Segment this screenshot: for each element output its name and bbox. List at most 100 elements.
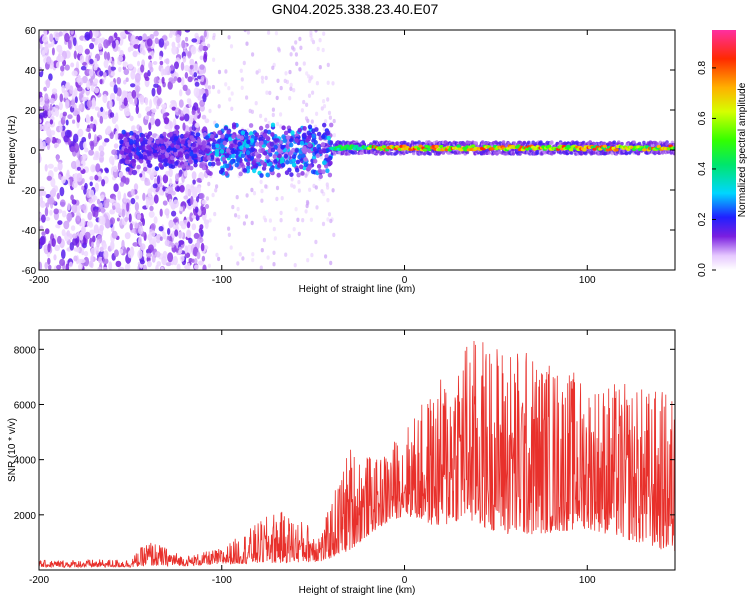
spectrogram-cell bbox=[292, 88, 296, 93]
spectrogram-cell bbox=[281, 134, 286, 140]
spectrogram-cell bbox=[314, 185, 318, 190]
spectrogram-cell bbox=[251, 252, 255, 257]
spectrogram-cell bbox=[215, 143, 220, 149]
colorbar-tick-label: 0.2 bbox=[697, 212, 708, 226]
spectrogram-cell bbox=[262, 215, 266, 220]
spectrogram-cell bbox=[332, 232, 336, 238]
spectrogram-cell bbox=[163, 162, 168, 167]
spectrogram-cell bbox=[248, 123, 254, 128]
spectrogram-cell bbox=[51, 238, 56, 247]
spectrogram-cell bbox=[81, 178, 85, 184]
spectrogram-cell bbox=[276, 172, 281, 178]
spectrogram-cell bbox=[456, 144, 461, 148]
spectrogram-cell bbox=[77, 44, 84, 55]
spectrogram-cell bbox=[207, 89, 211, 95]
spectrogram-cell bbox=[59, 186, 65, 197]
spectrogram-cell bbox=[136, 213, 142, 221]
spectrogram-cell bbox=[146, 38, 153, 47]
spectrogram-cell bbox=[244, 214, 249, 219]
spectrogram-cell bbox=[273, 236, 277, 241]
spectrogram-cell bbox=[145, 97, 149, 106]
spectrogram-cell bbox=[65, 82, 70, 90]
spectrogram-cell bbox=[185, 165, 190, 171]
spectrogram-y-tick-label: -20 bbox=[22, 186, 37, 197]
spectrogram-cell bbox=[123, 137, 128, 143]
spectrogram-cell bbox=[92, 156, 97, 161]
spectrogram-cell bbox=[223, 125, 229, 131]
spectrogram-cell bbox=[147, 139, 152, 145]
spectrogram-cell bbox=[204, 221, 209, 229]
spectrogram-cell bbox=[151, 108, 157, 113]
spectrogram-cell bbox=[109, 99, 113, 109]
spectrogram-cell bbox=[267, 30, 271, 35]
spectrogram-cell bbox=[70, 62, 75, 68]
spectrogram-cell bbox=[291, 162, 297, 168]
spectrogram-cell bbox=[277, 163, 282, 168]
spectrogram-cell bbox=[94, 174, 99, 181]
spectrogram-cell bbox=[155, 139, 160, 144]
spectrogram-cell bbox=[170, 143, 175, 148]
spectrogram-x-tick-label: 100 bbox=[579, 275, 596, 286]
spectrogram-cell bbox=[237, 214, 241, 220]
spectrogram-cell bbox=[186, 221, 191, 229]
spectrogram-x-tick-label: -200 bbox=[29, 275, 49, 286]
spectrogram-cell bbox=[41, 231, 46, 236]
spectrogram-cell bbox=[145, 115, 150, 121]
spectrogram-cell bbox=[96, 37, 103, 44]
spectrogram-cell bbox=[119, 31, 126, 37]
spectrogram-cell bbox=[642, 140, 646, 145]
spectrogram-x-ticks: -200 -100 0 100 bbox=[29, 30, 596, 286]
spectrogram-cell bbox=[124, 232, 131, 240]
spectrogram-cell bbox=[179, 99, 184, 108]
spectrogram-cell bbox=[174, 61, 179, 70]
spectrogram-cell bbox=[265, 123, 270, 129]
spectrogram-cell bbox=[179, 206, 184, 212]
spectrogram-cell bbox=[217, 256, 221, 262]
spectrogram-cell bbox=[179, 116, 185, 121]
spectrogram-cell bbox=[63, 220, 70, 230]
spectrogram-cell bbox=[54, 143, 58, 149]
spectrogram-cell bbox=[331, 188, 335, 193]
spectrogram-cell bbox=[250, 147, 256, 153]
spectrogram-cell bbox=[317, 168, 323, 174]
spectrogram-cell bbox=[179, 220, 185, 227]
spectrogram-cell bbox=[39, 97, 45, 106]
spectrogram-cell bbox=[240, 85, 244, 91]
spectrogram-cell bbox=[239, 68, 243, 74]
spectrogram-cell bbox=[272, 250, 276, 255]
spectrogram-cell bbox=[183, 171, 188, 177]
spectrogram-cell bbox=[428, 152, 432, 156]
spectrogram-cell bbox=[173, 136, 179, 141]
spectrogram-cell bbox=[124, 141, 130, 147]
colorbar-tick-label: 0.0 bbox=[697, 263, 708, 277]
spectrogram-cell bbox=[239, 145, 244, 151]
spectrogram-cell bbox=[434, 144, 439, 149]
spectrogram-cell bbox=[182, 122, 186, 131]
spectrogram-cell bbox=[123, 147, 129, 153]
spectrogram-cell bbox=[224, 82, 228, 87]
spectrogram-cell bbox=[148, 210, 155, 218]
colorbar-label: Normalized spectral amplitude bbox=[737, 82, 748, 217]
spectrogram-cell bbox=[151, 113, 155, 119]
spectrogram-cell bbox=[177, 43, 181, 48]
spectrogram-cell bbox=[123, 79, 127, 85]
spectrogram-cell bbox=[121, 208, 126, 218]
spectrogram-cell bbox=[325, 130, 331, 136]
spectrogram-cell bbox=[162, 200, 168, 206]
spectrogram-cell bbox=[91, 97, 96, 107]
spectrogram-cell bbox=[305, 71, 309, 76]
spectrogram-cell bbox=[191, 109, 196, 115]
spectrogram-cell bbox=[512, 141, 517, 145]
spectrogram-cell bbox=[164, 124, 170, 130]
spectrogram-cell bbox=[146, 252, 152, 258]
spectrogram-cell bbox=[240, 153, 246, 159]
spectrogram-cell bbox=[159, 55, 162, 61]
spectrogram-cell bbox=[138, 225, 144, 235]
spectrogram-cell bbox=[160, 191, 165, 196]
spectrogram-cell bbox=[285, 159, 290, 165]
spectrogram-cell bbox=[245, 143, 250, 149]
snr-x-ticks: -200 -100 0 100 bbox=[29, 330, 596, 586]
spectrogram-cell bbox=[266, 255, 270, 260]
spectrogram-cell bbox=[303, 157, 308, 162]
